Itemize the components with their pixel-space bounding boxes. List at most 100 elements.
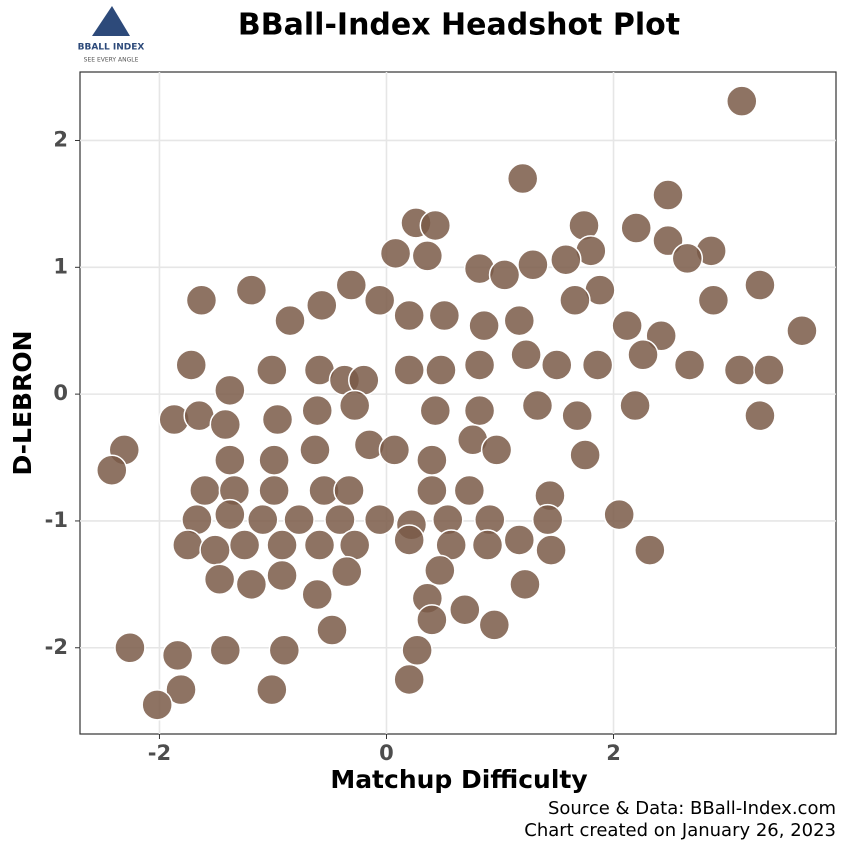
point bbox=[744, 269, 776, 301]
y-tick-label: 1 bbox=[53, 254, 68, 278]
point bbox=[468, 309, 500, 342]
y-tick-label: 2 bbox=[53, 127, 68, 151]
point bbox=[449, 593, 481, 626]
point bbox=[235, 568, 268, 601]
point bbox=[416, 474, 448, 507]
point bbox=[338, 529, 371, 561]
point bbox=[393, 354, 425, 386]
x-axis-label: Matchup Difficulty bbox=[330, 765, 587, 794]
point bbox=[214, 374, 246, 407]
point bbox=[303, 529, 336, 561]
y-tick-label: 0 bbox=[53, 381, 68, 405]
point bbox=[324, 503, 356, 536]
point bbox=[634, 534, 666, 566]
point bbox=[488, 259, 521, 291]
point bbox=[172, 529, 204, 561]
point bbox=[535, 534, 567, 566]
point bbox=[521, 389, 554, 422]
point bbox=[185, 284, 218, 317]
point bbox=[744, 399, 776, 432]
point bbox=[338, 389, 371, 422]
point bbox=[506, 162, 539, 195]
point bbox=[261, 403, 294, 436]
logo: BBALL INDEX SEE EVERY ANGLE bbox=[78, 6, 145, 64]
point bbox=[411, 240, 444, 272]
point bbox=[531, 503, 564, 536]
point bbox=[652, 179, 684, 211]
point bbox=[510, 339, 542, 371]
point bbox=[509, 568, 541, 601]
point bbox=[517, 249, 549, 281]
point bbox=[301, 394, 333, 427]
point bbox=[581, 349, 614, 381]
point bbox=[203, 563, 236, 596]
point bbox=[480, 434, 513, 466]
point bbox=[697, 284, 730, 317]
point bbox=[266, 529, 298, 561]
point bbox=[268, 634, 301, 667]
point bbox=[175, 349, 207, 381]
point bbox=[141, 689, 173, 721]
point bbox=[478, 609, 511, 641]
point bbox=[416, 604, 448, 636]
point bbox=[393, 299, 425, 332]
point bbox=[786, 314, 818, 347]
point bbox=[393, 524, 425, 556]
point bbox=[378, 434, 411, 466]
point bbox=[671, 242, 704, 275]
logo-name: BBALL INDEX bbox=[78, 43, 145, 53]
point bbox=[363, 284, 396, 317]
point bbox=[301, 578, 333, 611]
point bbox=[428, 299, 461, 332]
point bbox=[209, 634, 242, 667]
point bbox=[306, 289, 338, 322]
point bbox=[393, 663, 425, 696]
point bbox=[611, 309, 643, 342]
point bbox=[256, 673, 288, 706]
point bbox=[503, 524, 536, 556]
point bbox=[416, 444, 448, 476]
point bbox=[247, 503, 279, 536]
x-tick-label: -2 bbox=[148, 741, 171, 765]
y-tick-label: -1 bbox=[45, 508, 68, 532]
point bbox=[620, 212, 652, 244]
point bbox=[189, 474, 221, 507]
point bbox=[363, 503, 396, 536]
point bbox=[299, 434, 331, 466]
point bbox=[627, 339, 659, 371]
chart-title: BBall-Index Headshot Plot bbox=[238, 8, 680, 43]
caption: Chart created on January 26, 2023 bbox=[524, 820, 836, 841]
point bbox=[723, 354, 756, 386]
point bbox=[114, 632, 146, 664]
point bbox=[235, 274, 268, 306]
point bbox=[541, 349, 573, 381]
point bbox=[165, 673, 197, 706]
point bbox=[503, 304, 536, 337]
caption: Source & Data: BBall-Index.com bbox=[548, 798, 836, 819]
point bbox=[753, 354, 785, 386]
point bbox=[379, 237, 412, 270]
point bbox=[214, 498, 246, 531]
point bbox=[619, 389, 651, 422]
point bbox=[726, 85, 758, 117]
point bbox=[96, 454, 128, 486]
point bbox=[419, 394, 452, 427]
point bbox=[559, 284, 591, 317]
point bbox=[673, 349, 706, 381]
point bbox=[463, 349, 496, 381]
point bbox=[550, 243, 582, 276]
point bbox=[209, 408, 242, 441]
point bbox=[603, 498, 635, 531]
point bbox=[569, 439, 601, 471]
point bbox=[316, 614, 348, 646]
point bbox=[274, 304, 306, 337]
point bbox=[228, 529, 261, 561]
point bbox=[561, 399, 593, 432]
x-tick-label: 2 bbox=[606, 741, 621, 765]
point bbox=[258, 474, 290, 507]
point bbox=[331, 555, 363, 588]
point bbox=[463, 394, 496, 427]
x-tick-label: 0 bbox=[379, 741, 394, 765]
y-axis-label: D-LEBRON bbox=[8, 330, 37, 475]
